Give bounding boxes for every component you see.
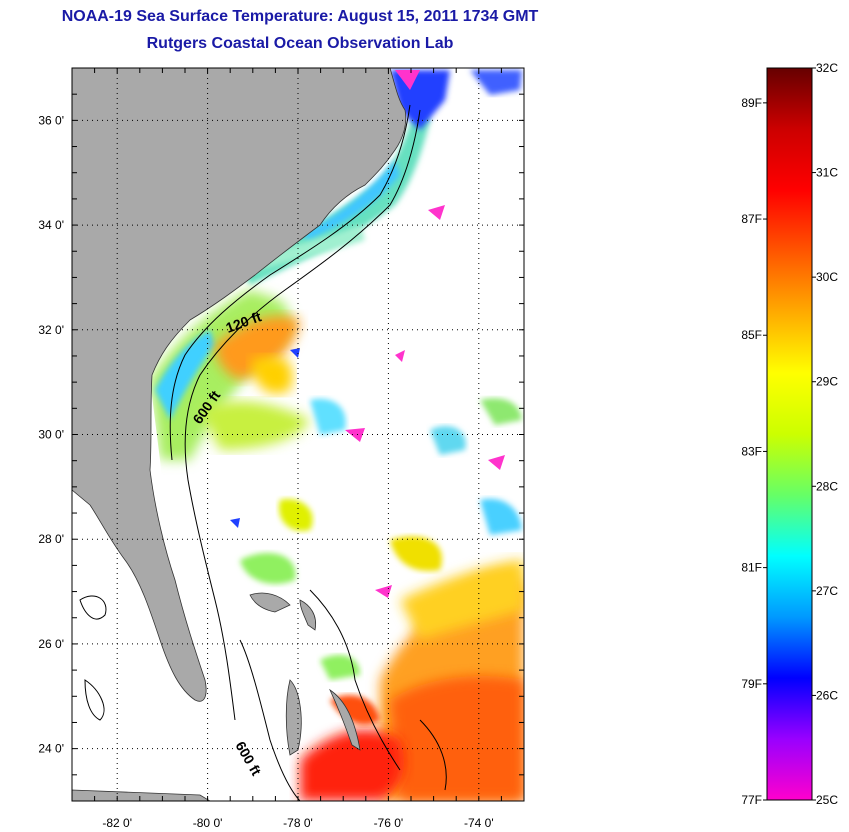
sst-map: 120 ft 600 ft 600 ft -82 0' -80 0' -78 0' -… (38, 67, 525, 830)
celsius-label: 32C (816, 61, 838, 75)
axis-ticks: -82 0' -80 0' -78 0' -76 0' -74 0' 36 0' 34 0'… (38, 67, 525, 830)
colorbar-labels: 32C 31C 30C 29C 28C 27C 26C 25C 89F 87F 85F 83F 81F 7… (741, 61, 838, 807)
lat-tick-label: 36 0' (38, 113, 64, 127)
lon-tick-label: -80 0' (193, 816, 223, 830)
celsius-label: 25C (816, 793, 838, 807)
sst-data-layer (72, 70, 524, 801)
fahrenheit-label: 77F (741, 793, 762, 807)
fahrenheit-label: 79F (741, 677, 762, 691)
grid-lines (72, 68, 524, 801)
lon-tick-label: -76 0' (374, 816, 404, 830)
lat-tick-label: 30 0' (38, 428, 64, 442)
bathymetry-contours (79, 104, 447, 801)
grand-bahama (249, 592, 291, 613)
fahrenheit-label: 89F (741, 96, 762, 110)
lon-tick-label: -82 0' (102, 816, 132, 830)
lat-tick-label: 24 0' (38, 742, 64, 756)
lat-tick-label: 34 0' (38, 218, 64, 232)
abaco (299, 599, 317, 631)
fahrenheit-label: 81F (741, 561, 762, 575)
celsius-label: 26C (816, 688, 838, 702)
fahrenheit-label: 87F (741, 212, 762, 226)
lat-tick-label: 32 0' (38, 323, 64, 337)
celsius-label: 28C (816, 479, 838, 493)
celsius-label: 29C (816, 375, 838, 389)
lat-tick-label: 26 0' (38, 637, 64, 651)
celsius-label: 27C (816, 584, 838, 598)
fahrenheit-label: 85F (741, 328, 762, 342)
us-mainland (72, 68, 407, 702)
eleuthera (329, 688, 361, 751)
lon-tick-label: -74 0' (464, 816, 494, 830)
cuba-edge (72, 789, 211, 801)
fahrenheit-label: 83F (741, 444, 762, 458)
map-title: NOAA-19 Sea Surface Temperature: August … (61, 8, 539, 25)
colorbar: 32C 31C 30C 29C 28C 27C 26C 25C 89F 87F 85F 83F 81F 7… (741, 61, 838, 807)
colorbar-gradient (766, 67, 813, 801)
celsius-label: 31C (816, 166, 838, 180)
map-subtitle: Rutgers Coastal Ocean Observation Lab (146, 35, 454, 52)
lat-tick-label: 28 0' (38, 532, 64, 546)
celsius-label: 30C (816, 270, 838, 284)
lon-tick-label: -78 0' (283, 816, 313, 830)
